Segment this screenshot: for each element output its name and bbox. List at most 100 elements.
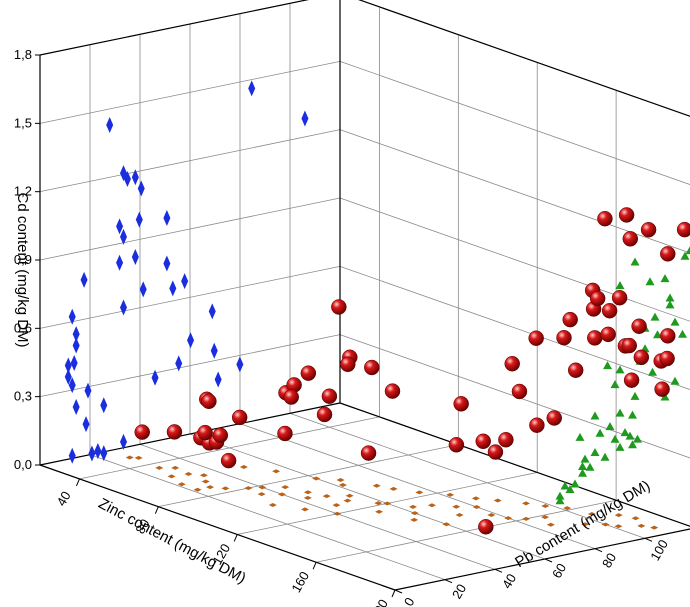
grid-line	[239, 423, 596, 550]
sphere-point	[621, 337, 637, 354]
sphere-point	[529, 417, 545, 433]
sphere-point	[597, 210, 613, 227]
square-point	[184, 471, 193, 476]
sphere-point	[364, 359, 380, 376]
square-point	[312, 476, 321, 481]
square-point	[614, 524, 623, 529]
axis-edge	[39, 0, 310, 56]
square-point	[522, 516, 531, 521]
diamond-point	[68, 377, 76, 394]
square-point	[303, 495, 312, 500]
sphere-point	[384, 383, 401, 399]
diamond-point	[100, 397, 108, 414]
diamond-point	[72, 337, 80, 354]
sphere-point	[640, 221, 657, 238]
sphere-point	[562, 311, 578, 328]
square-point	[322, 494, 331, 499]
diamond-point	[175, 355, 183, 372]
square-point	[546, 522, 555, 527]
square-point	[409, 504, 417, 509]
data-points	[64, 80, 690, 535]
grid-line	[139, 443, 496, 570]
x-tick-label: 80	[132, 516, 152, 536]
triangle-point	[565, 485, 575, 494]
x-tick-mark	[391, 589, 396, 598]
z-tick-label: 1,2	[14, 184, 32, 199]
triangle-point	[660, 274, 670, 283]
grid-line	[289, 412, 646, 539]
diamond-point	[94, 443, 102, 460]
diamond-point	[301, 110, 309, 127]
triangle-point	[665, 300, 675, 309]
z-tick-label: 1,8	[14, 47, 32, 62]
triangle-point	[625, 431, 635, 440]
square-point	[221, 486, 230, 491]
x-tick-mark	[75, 478, 80, 487]
z-axis-title: Cd content (mg/kg DM)	[14, 192, 31, 347]
diamond-point	[131, 169, 139, 186]
sphere-point	[660, 328, 676, 344]
triangle-point	[670, 376, 680, 385]
grid-line	[189, 433, 546, 560]
sphere-point	[511, 383, 528, 400]
triangle-point	[615, 408, 625, 417]
square-point	[452, 504, 461, 509]
triangle-point	[560, 481, 570, 490]
square-point	[587, 512, 596, 517]
sphere-point	[166, 424, 183, 440]
x-tick-label: 160	[288, 569, 312, 595]
diamond-point	[82, 416, 90, 433]
square-point	[201, 479, 210, 484]
triangle-point	[570, 479, 580, 488]
square-point	[471, 496, 480, 501]
sphere-point	[201, 393, 217, 410]
diamond-point	[135, 211, 143, 228]
square-point	[442, 522, 451, 527]
triangle-point	[610, 380, 620, 389]
square-point	[410, 517, 419, 522]
sphere-point	[448, 437, 465, 453]
diamond-point	[80, 271, 88, 288]
triangle-point	[615, 442, 625, 451]
grid-line	[358, 0, 690, 117]
diamond-point	[120, 299, 127, 316]
square-point	[410, 511, 419, 516]
triangle-point	[678, 329, 687, 338]
x-tick-mark	[233, 534, 238, 542]
diamond-point	[248, 80, 256, 97]
x-axis-title: Zinc content (mg/kg DM)	[96, 495, 249, 587]
y-tick-label: 60	[549, 561, 569, 581]
triangle-point	[630, 391, 640, 400]
sphere-point	[331, 299, 347, 315]
triangle-point	[680, 251, 690, 260]
x-tick-mark	[312, 562, 317, 570]
square-point	[193, 487, 202, 492]
sphere-point	[212, 427, 229, 444]
triangle-point	[685, 246, 690, 255]
y-tick-mark	[394, 589, 403, 594]
diamond-point	[72, 326, 80, 343]
y-tick-label: 80	[599, 550, 619, 570]
triangle-point	[648, 367, 657, 376]
diamond-point	[120, 433, 127, 450]
square-point	[581, 522, 590, 527]
sphere-point	[231, 409, 248, 426]
grid-line	[89, 454, 446, 581]
grid-line	[39, 197, 341, 261]
sphere-point	[659, 350, 675, 367]
square-point	[446, 492, 455, 497]
sphere-point	[478, 519, 494, 535]
sphere-point	[546, 410, 562, 426]
square-point	[522, 501, 530, 506]
square-point	[155, 465, 164, 470]
grid-line	[339, 60, 690, 185]
diamond-point	[72, 398, 80, 415]
z-tick-label: 0,3	[14, 389, 32, 404]
x-tick-label: 200	[367, 597, 391, 607]
diamond-point	[123, 171, 131, 188]
y-tick-mark	[444, 579, 453, 584]
square-point	[487, 512, 496, 517]
diamond-point	[131, 248, 139, 265]
square-point	[650, 525, 659, 530]
